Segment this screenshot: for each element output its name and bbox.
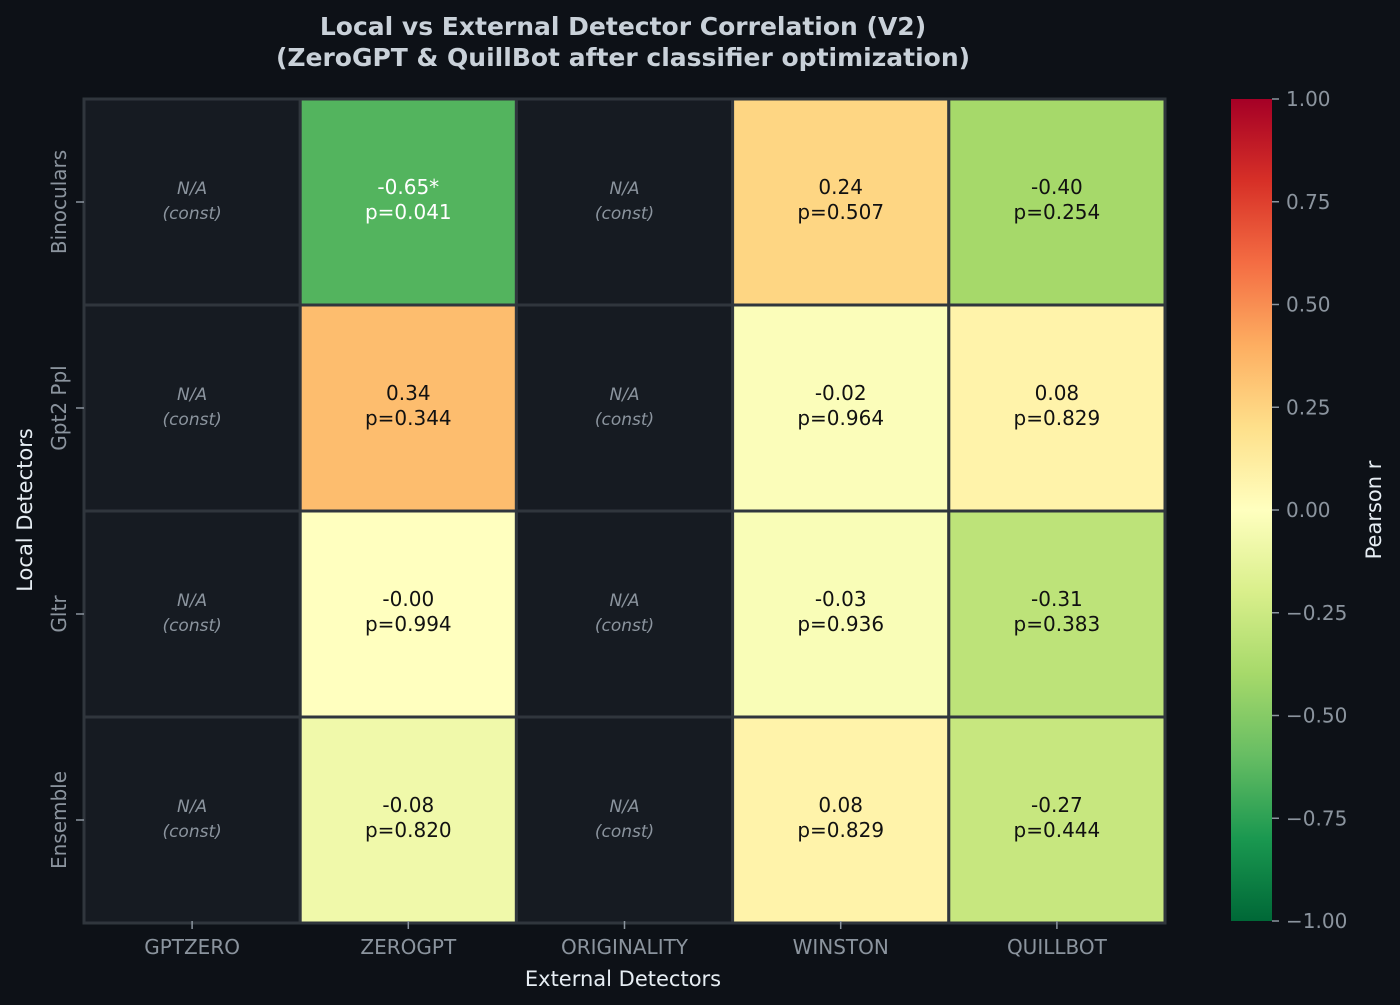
cell-r-value: 0.08 [818, 793, 863, 817]
heatmap-cell [947, 97, 1167, 307]
cell-r-value: -0.03 [815, 587, 867, 611]
colorbar-tick-label: −0.75 [1286, 806, 1347, 830]
cell-na-label: (const) [595, 204, 654, 224]
colorbar [1231, 99, 1272, 921]
heatmap-cell [731, 509, 951, 719]
colorbar-ticks: 1.00 0.75 0.50 0.25 0.00 −0.25 −0.50 −0.75 −1.00 [1272, 87, 1347, 933]
cell-p-value: p=0.829 [1014, 406, 1101, 430]
cell-na-label: N/A [609, 385, 639, 405]
colorbar-tick-label: 1.00 [1286, 87, 1331, 111]
cell-na-label: N/A [177, 797, 207, 817]
cell-na-label: (const) [595, 822, 654, 842]
cell-r-value: -0.00 [382, 587, 434, 611]
heatmap-cell [298, 303, 518, 513]
colorbar-tick-label: −0.50 [1286, 704, 1347, 728]
cell-na-label: N/A [177, 179, 207, 199]
chart-title: Local vs External Detector Correlation (… [320, 12, 926, 41]
colorbar-tick-label: −1.00 [1286, 909, 1347, 933]
cell-p-value: p=0.344 [365, 406, 452, 430]
cell-na-label: (const) [595, 616, 654, 636]
cell-p-value: p=0.444 [1014, 818, 1101, 842]
cell-p-value: p=0.936 [797, 612, 884, 636]
y-axis-label: Local Detectors [13, 428, 37, 592]
y-tick-label: Gltr [47, 595, 71, 633]
cell-p-value: p=0.994 [365, 612, 452, 636]
y-tick-label: Ensemble [47, 771, 71, 869]
x-tick-label: GPTZERO [144, 935, 240, 959]
x-tick-label: QUILLBOT [1007, 935, 1108, 959]
colorbar-label: Pearson r [1362, 460, 1386, 559]
heatmap-cell [82, 715, 302, 925]
cell-p-value: p=0.041 [365, 200, 452, 224]
y-tick-label: Gpt2 Ppl [47, 365, 71, 450]
cell-p-value: p=0.383 [1014, 612, 1101, 636]
cell-p-value: p=0.829 [797, 818, 884, 842]
heatmap-cell [298, 715, 518, 925]
cell-na-label: (const) [595, 410, 654, 430]
heatmap-cell [514, 509, 735, 719]
x-axis-ticks: GPTZERO ZEROGPT ORIGINALITY WINSTON QUILLBOT [144, 921, 1108, 959]
y-axis-ticks: Binoculars Gpt2 Ppl Gltr Ensemble [47, 150, 84, 869]
colorbar-tick-label: 0.00 [1286, 498, 1331, 522]
cell-na-label: N/A [177, 591, 207, 611]
chart-subtitle: (ZeroGPT & QuillBot after classifier opt… [276, 43, 970, 72]
cell-p-value: p=0.254 [1014, 200, 1101, 224]
cell-p-value: p=0.964 [797, 406, 884, 430]
cell-p-value: p=0.820 [365, 818, 452, 842]
cell-na-label: N/A [609, 179, 639, 199]
cell-na-label: (const) [162, 410, 221, 430]
heatmap-cell [514, 715, 735, 925]
heatmap-cells: N/A(const)-0.65*p=0.041N/A(const)0.24p=0… [82, 97, 1167, 925]
colorbar-tick-label: 0.75 [1286, 190, 1331, 214]
y-tick-label: Binoculars [47, 150, 71, 254]
heatmap-cell [82, 303, 302, 513]
cell-r-value: 0.34 [386, 381, 431, 405]
cell-na-label: N/A [609, 797, 639, 817]
heatmap-cell [947, 303, 1167, 513]
colorbar-tick-label: −0.25 [1286, 601, 1347, 625]
cell-r-value: 0.24 [818, 175, 863, 199]
cell-r-value: -0.40 [1031, 175, 1083, 199]
heatmap-cell [514, 97, 735, 307]
cell-r-value: 0.08 [1035, 381, 1080, 405]
colorbar-tick-label: 0.50 [1286, 293, 1331, 317]
cell-r-value: -0.27 [1031, 793, 1083, 817]
cell-r-value: -0.31 [1031, 587, 1083, 611]
cell-r-value: -0.02 [815, 381, 867, 405]
cell-na-label: N/A [177, 385, 207, 405]
x-axis-label: External Detectors [525, 967, 721, 991]
heatmap-cell [82, 509, 302, 719]
x-tick-label: ORIGINALITY [561, 935, 689, 959]
cell-r-value: -0.65* [377, 175, 439, 199]
heatmap-cell [298, 97, 518, 307]
heatmap-cell [947, 715, 1167, 925]
colorbar-tick-label: 0.25 [1286, 395, 1331, 419]
cell-na-label: (const) [162, 822, 221, 842]
cell-na-label: N/A [609, 591, 639, 611]
cell-p-value: p=0.507 [797, 200, 884, 224]
heatmap-cell [82, 97, 302, 307]
x-tick-label: ZEROGPT [360, 935, 457, 959]
heatmap-cell [731, 97, 951, 307]
cell-r-value: -0.08 [382, 793, 434, 817]
cell-na-label: (const) [162, 204, 221, 224]
x-tick-label: WINSTON [793, 935, 889, 959]
heatmap-cell [514, 303, 735, 513]
cell-na-label: (const) [162, 616, 221, 636]
